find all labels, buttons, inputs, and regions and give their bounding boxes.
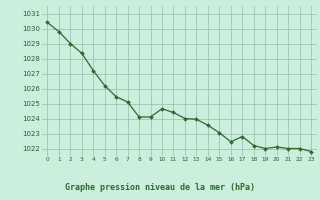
Text: Graphe pression niveau de la mer (hPa): Graphe pression niveau de la mer (hPa): [65, 182, 255, 192]
